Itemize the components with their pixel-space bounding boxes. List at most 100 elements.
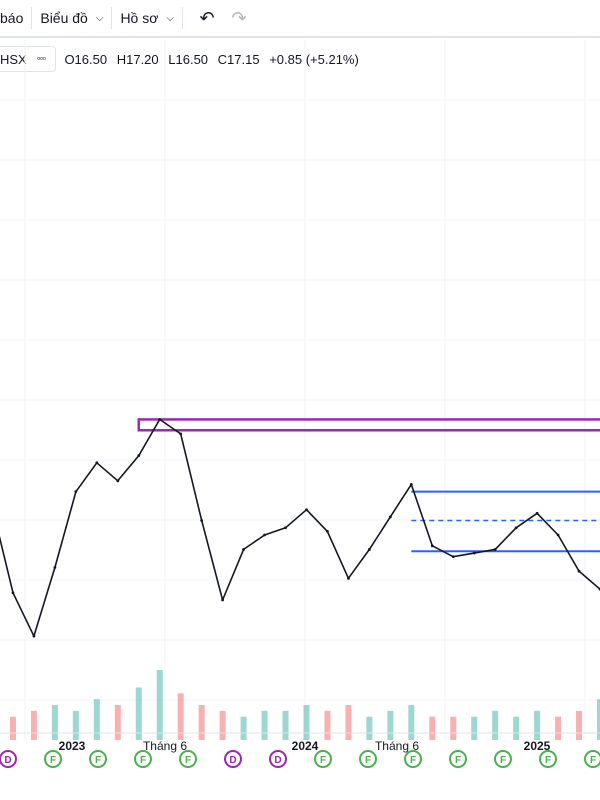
event-marker-label: D bbox=[229, 755, 236, 766]
dividend-event-marker: D bbox=[224, 750, 242, 768]
price-point bbox=[116, 479, 120, 483]
redo-button[interactable]: ↷ bbox=[223, 0, 255, 37]
volume-bar bbox=[492, 710, 499, 740]
price-point bbox=[451, 555, 455, 559]
high-value: H17.20 bbox=[116, 51, 159, 67]
x-tick-label: 2024 bbox=[292, 739, 319, 753]
price-point bbox=[32, 634, 36, 638]
volume-bar bbox=[177, 693, 184, 740]
financial-event-marker: F bbox=[179, 750, 197, 768]
volume-bar bbox=[93, 699, 100, 740]
price-point bbox=[514, 526, 518, 530]
ohlc-values: O16.50 H17.20 L16.50 C17.15 +0.85 (+5.21… bbox=[64, 52, 364, 67]
financial-event-marker: F bbox=[44, 750, 62, 768]
chart-menu-button[interactable]: Biểu đồ ⌵ bbox=[40, 0, 103, 37]
profile-menu-label: Hồ sơ bbox=[120, 10, 159, 26]
price-point bbox=[305, 508, 308, 512]
toolbar-divider bbox=[182, 7, 183, 29]
event-marker-label: D bbox=[274, 755, 281, 766]
x-tick-label: 2025 bbox=[524, 739, 551, 753]
event-marker-label: F bbox=[545, 755, 551, 766]
price-point bbox=[11, 591, 15, 595]
price-series-line bbox=[0, 418, 600, 637]
profile-menu-button[interactable]: Hồ sơ ⌵ bbox=[120, 0, 174, 37]
price-point bbox=[221, 598, 225, 602]
event-marker-circle bbox=[539, 750, 557, 768]
dividend-event-marker: D bbox=[0, 750, 17, 768]
price-point bbox=[95, 461, 99, 465]
event-marker-circle bbox=[584, 750, 600, 768]
open-value: O16.50 bbox=[64, 51, 108, 67]
event-marker-circle bbox=[269, 750, 287, 768]
price-point bbox=[200, 519, 204, 522]
price-point bbox=[535, 511, 539, 515]
event-marker-circle bbox=[44, 750, 62, 768]
price-point bbox=[326, 529, 329, 533]
toolbar-divider bbox=[31, 7, 33, 29]
price-point bbox=[409, 483, 413, 486]
event-marker-circle bbox=[0, 750, 17, 768]
price-point bbox=[158, 418, 162, 421]
chart-menu-label: Biểu đồ bbox=[40, 10, 88, 26]
event-marker-label: F bbox=[500, 755, 506, 766]
volume-bar bbox=[303, 705, 310, 740]
price-point bbox=[53, 566, 57, 569]
volume-bar bbox=[240, 716, 247, 740]
alerts-label: báo bbox=[0, 10, 24, 26]
price-point bbox=[347, 576, 350, 580]
volume-bar bbox=[51, 705, 58, 740]
volume-bar bbox=[9, 716, 16, 740]
event-marker-label: F bbox=[50, 755, 56, 766]
price-point bbox=[74, 490, 78, 494]
volume-bar bbox=[555, 716, 562, 740]
volume-bar bbox=[135, 687, 142, 740]
x-tick-label: Tháng 6 bbox=[375, 739, 419, 753]
volume-bar bbox=[576, 710, 583, 740]
chevron-down-icon: ⌵ bbox=[166, 12, 174, 24]
volume-bar bbox=[366, 716, 373, 740]
volume-bar bbox=[114, 705, 121, 740]
event-marker-circle bbox=[404, 750, 422, 768]
volume-bar bbox=[198, 705, 205, 740]
symbol-chip[interactable]: HSX ◦◦◦ bbox=[0, 46, 57, 72]
financial-event-marker: F bbox=[539, 750, 557, 768]
volume-bar bbox=[72, 710, 79, 740]
financial-event-marker: F bbox=[404, 750, 422, 768]
price-point bbox=[263, 533, 266, 537]
financial-event-marker: F bbox=[314, 750, 332, 768]
event-marker-label: F bbox=[455, 755, 461, 766]
price-point bbox=[577, 569, 581, 573]
volume-bar bbox=[156, 670, 163, 740]
event-marker-circle bbox=[449, 750, 467, 768]
price-point bbox=[284, 526, 287, 530]
symbol-exchange: HSX bbox=[0, 51, 27, 67]
volume-bar bbox=[513, 716, 520, 740]
event-marker-circle bbox=[89, 750, 107, 768]
price-point bbox=[367, 548, 371, 551]
price-point bbox=[556, 533, 560, 537]
financial-event-marker: F bbox=[494, 750, 512, 768]
event-marker-circle bbox=[224, 750, 242, 768]
event-marker-label: F bbox=[320, 755, 326, 766]
volume-bar bbox=[471, 716, 478, 740]
volume-bar bbox=[534, 710, 541, 740]
symbol-legend: HSX ◦◦◦ O16.50 H17.20 L16.50 C17.15 +0.8… bbox=[0, 46, 365, 72]
event-marker-circle bbox=[134, 750, 152, 768]
event-marker-label: F bbox=[140, 755, 146, 766]
alerts-button[interactable]: báo bbox=[0, 0, 23, 37]
event-marker-label: F bbox=[95, 755, 101, 766]
volume-bar bbox=[30, 710, 37, 740]
volume-bar bbox=[408, 705, 415, 740]
chevron-down-icon: ⌵ bbox=[95, 12, 104, 24]
event-marker-label: F bbox=[590, 755, 596, 766]
event-marker-circle bbox=[314, 750, 332, 768]
event-marker-label: F bbox=[410, 755, 416, 766]
event-marker-label: F bbox=[185, 755, 191, 766]
more-dots-icon[interactable]: ◦◦◦ bbox=[36, 53, 47, 65]
price-point bbox=[493, 548, 497, 551]
price-point bbox=[430, 544, 434, 548]
event-marker-label: F bbox=[365, 755, 371, 766]
change-value: +0.85 (+5.21%) bbox=[269, 51, 359, 67]
undo-button[interactable]: ↶ bbox=[191, 0, 223, 37]
